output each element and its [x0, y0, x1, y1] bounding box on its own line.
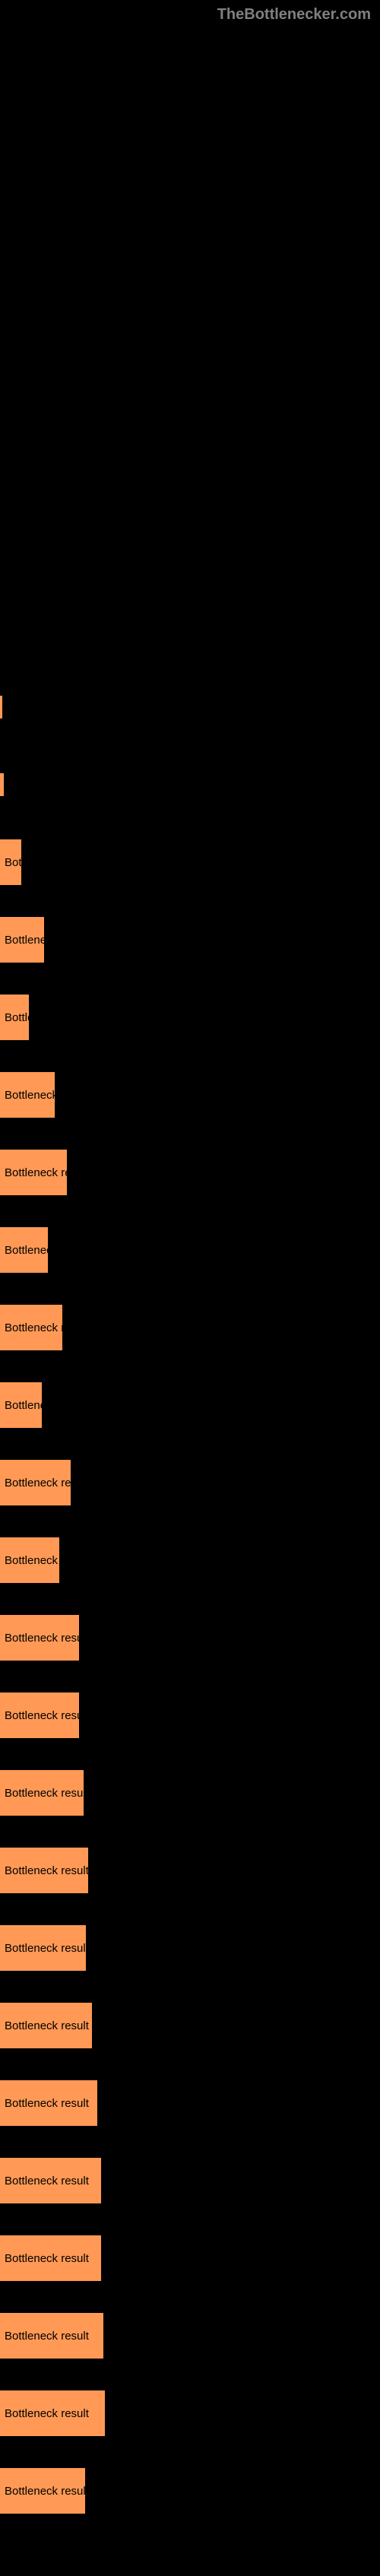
bar-row	[0, 684, 380, 730]
bar-row: Bottleneck result	[0, 1615, 380, 1661]
bar-row: Bottlenec	[0, 1382, 380, 1428]
bar-row: Bottleneck result	[0, 2003, 380, 2048]
bar-row: Bottleneck result	[0, 1925, 380, 1971]
chart-bar: Bottleneck result	[0, 2390, 105, 2436]
chart-bar: Bottleneck result	[0, 2003, 92, 2048]
chart-bar: Bottleneck r	[0, 1072, 55, 1118]
bar-chart: Bottl Bottleneck Bottler Bottleneck r Bottle…	[0, 0, 380, 2576]
bar-row: Bottleneck re	[0, 1305, 380, 1350]
chart-bar: Bottleneck	[0, 917, 44, 963]
bar-row: Bottleneck	[0, 917, 380, 963]
bar-row: Bottleneck result	[0, 1848, 380, 1893]
chart-bar: Bottleneck result	[0, 2313, 103, 2359]
bar-row: Bottleneck result	[0, 2235, 380, 2281]
bar-row: Bottleneck r	[0, 1072, 380, 1118]
chart-bar: Bottleneck result	[0, 1925, 86, 1971]
chart-bar: Bottleneck result	[0, 1615, 79, 1661]
chart-bar: Bottl	[0, 839, 21, 885]
chart-bar	[0, 773, 4, 796]
bar-row: Bottleneck result	[0, 2080, 380, 2126]
chart-bar: Bottleneck r	[0, 1537, 59, 1583]
bar-row: Bottl	[0, 839, 380, 885]
chart-bar: Bottleneck result	[0, 1692, 79, 1738]
chart-bar: Bottleneck result	[0, 2235, 101, 2281]
chart-bar: Bottleneck result	[0, 1848, 88, 1893]
bar-row: Bottleneck r	[0, 1537, 380, 1583]
chart-bar: Bottleneck re	[0, 1305, 62, 1350]
bar-row: Bottleneck result	[0, 1692, 380, 1738]
chart-bar	[0, 696, 2, 719]
chart-bar: Bottleneck result	[0, 1770, 84, 1816]
chart-bar: Bottleneck result	[0, 2080, 97, 2126]
bar-row: Bottleneck result	[0, 2390, 380, 2436]
chart-bar: Bottleneck result	[0, 2158, 101, 2203]
chart-bar: Bottleneck	[0, 1227, 48, 1273]
bar-row: Bottleneck resu	[0, 1460, 380, 1505]
chart-bar: Bottler	[0, 995, 29, 1040]
chart-bar: Bottleneck res	[0, 1150, 67, 1195]
bar-row: Bottleneck res	[0, 1150, 380, 1195]
chart-bar: Bottlenec	[0, 1382, 42, 1428]
bar-row	[0, 762, 380, 807]
bar-row: Bottler	[0, 995, 380, 1040]
bar-row: Bottleneck result	[0, 1770, 380, 1816]
bar-row: Bottleneck result	[0, 2468, 380, 2514]
bar-row: Bottleneck result	[0, 2313, 380, 2359]
bar-row: Bottleneck	[0, 1227, 380, 1273]
chart-bar: Bottleneck result	[0, 2468, 85, 2514]
chart-bar: Bottleneck resu	[0, 1460, 71, 1505]
bar-row: Bottleneck result	[0, 2158, 380, 2203]
